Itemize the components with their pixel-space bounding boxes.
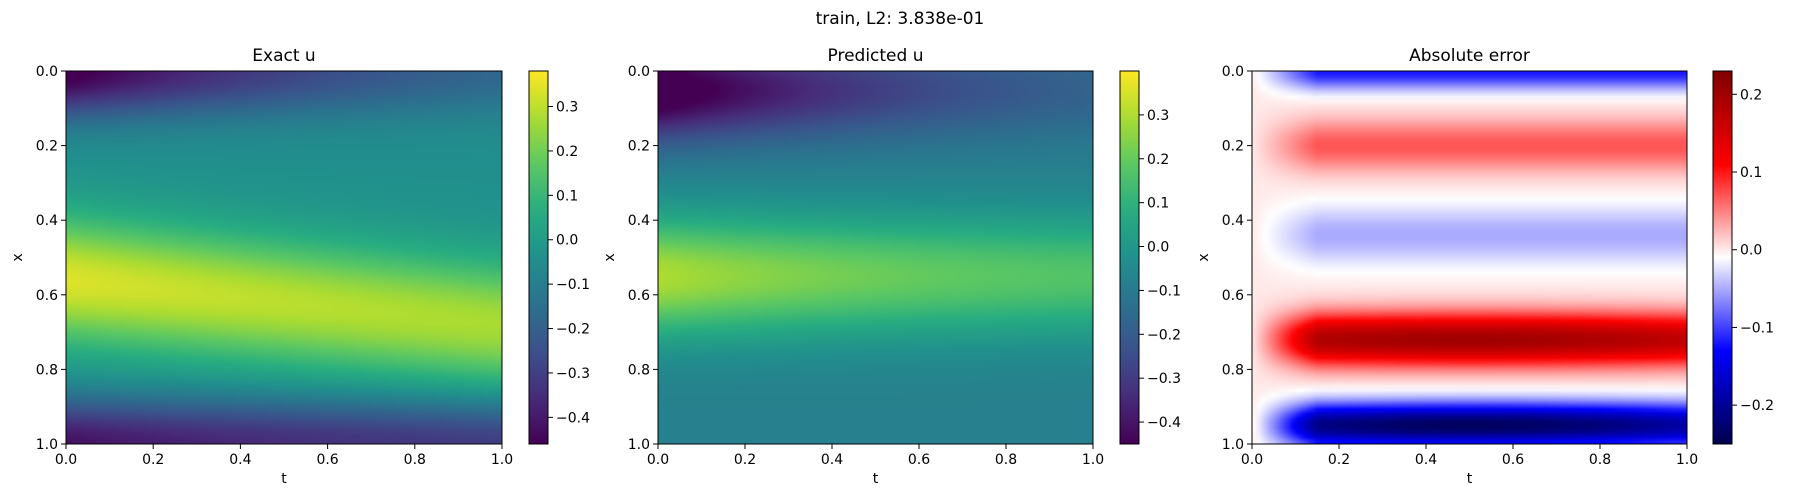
colorbar-tick-label: −0.1 <box>1740 320 1774 336</box>
colorbar-tick-label: −0.3 <box>1147 371 1181 387</box>
y-tick-label: 0.2 <box>1222 139 1244 155</box>
panel-title: Predicted u <box>828 46 924 66</box>
y-tick-label: 0.8 <box>628 362 650 378</box>
x-tick-label: 0.6 <box>316 452 338 468</box>
colorbar-tick-label: −0.3 <box>556 366 590 382</box>
colorbar-tick-label: 0.0 <box>556 233 578 249</box>
x-tick-label: 1.0 <box>1082 452 1104 468</box>
x-tick-label: 0.2 <box>734 452 756 468</box>
colorbar-tick-label: −0.1 <box>556 277 590 293</box>
colorbar <box>1119 70 1140 445</box>
y-tick-label: 0.8 <box>1222 362 1244 378</box>
y-tick-label: 0.6 <box>1222 288 1244 304</box>
x-tick-label: 0.0 <box>1241 452 1263 468</box>
x-tick-label: 0.4 <box>229 452 251 468</box>
y-tick-label: 0.4 <box>1222 213 1244 229</box>
x-tick-label: 1.0 <box>491 452 513 468</box>
colorbar-tick-label: −0.4 <box>1147 415 1181 431</box>
colorbar-tick-label: 0.1 <box>1740 165 1762 181</box>
y-tick-label: 0.0 <box>1222 64 1244 80</box>
heatmap-image <box>66 71 502 444</box>
colorbar-tick-label: −0.2 <box>1147 327 1181 343</box>
colorbar <box>1712 70 1733 445</box>
x-axis-label: t <box>281 471 287 487</box>
y-tick-label: 1.0 <box>36 437 58 453</box>
y-tick-label: 0.4 <box>36 213 58 229</box>
y-tick-label: 0.0 <box>628 64 650 80</box>
y-tick-label: 0.4 <box>628 213 650 229</box>
x-tick-label: 0.4 <box>1415 452 1437 468</box>
panel-title: Absolute error <box>1409 46 1530 66</box>
x-tick-label: 0.2 <box>1328 452 1350 468</box>
colorbar-tick-label: 0.1 <box>556 188 578 204</box>
plot-frame <box>1251 70 1688 445</box>
x-tick-label: 0.6 <box>908 452 930 468</box>
y-tick-label: 1.0 <box>1222 437 1244 453</box>
x-tick-label: 0.2 <box>142 452 164 468</box>
x-tick-label: 0.6 <box>1502 452 1524 468</box>
colorbar <box>528 70 549 445</box>
y-tick-label: 0.2 <box>36 139 58 155</box>
colorbar-tick-label: 0.3 <box>1147 108 1169 124</box>
y-tick-label: 0.6 <box>36 288 58 304</box>
plot-frame <box>65 70 503 445</box>
figure-suptitle: train, L2: 3.838e-01 <box>816 9 985 29</box>
y-tick-label: 0.0 <box>36 64 58 80</box>
y-tick-label: 0.2 <box>628 139 650 155</box>
y-tick-label: 0.8 <box>36 362 58 378</box>
x-tick-label: 0.0 <box>647 452 669 468</box>
colorbar-tick-label: 0.0 <box>1740 243 1762 259</box>
x-axis-label: t <box>873 471 879 487</box>
y-tick-label: 0.6 <box>628 288 650 304</box>
colorbar-tick-label: 0.2 <box>1740 87 1762 103</box>
plot-frame <box>657 70 1094 445</box>
colorbar-tick-label: −0.1 <box>1147 283 1181 299</box>
colorbar-tick-label: −0.2 <box>1740 398 1774 414</box>
colorbar-tick-label: 0.2 <box>1147 152 1169 168</box>
heatmap-image <box>1252 71 1687 444</box>
x-tick-label: 1.0 <box>1676 452 1698 468</box>
x-tick-label: 0.8 <box>404 452 426 468</box>
colorbar-tick-label: 0.0 <box>1147 240 1169 256</box>
panel-1: Exact u0.0 0.2 0.4 0.6 0.8 1.00.00.20.40.60.8… <box>10 46 590 487</box>
panel-2: Predicted u0.0 0.2 0.4 0.6 0.8 1.00.00.20.40.… <box>602 46 1181 487</box>
x-tick-label: 0.8 <box>995 452 1017 468</box>
colorbar-tick-label: −0.4 <box>556 410 590 426</box>
colorbar-tick-label: −0.2 <box>556 322 590 338</box>
heatmap-image <box>658 71 1093 444</box>
x-tick-label: 0.0 <box>55 452 77 468</box>
y-axis-label: x <box>602 253 618 261</box>
panel-title: Exact u <box>252 46 315 66</box>
x-tick-label: 0.8 <box>1589 452 1611 468</box>
colorbar-tick-label: 0.1 <box>1147 196 1169 212</box>
x-axis-label: t <box>1467 471 1473 487</box>
colorbar-tick-label: 0.3 <box>556 100 578 116</box>
y-tick-label: 1.0 <box>628 437 650 453</box>
colorbar-tick-label: 0.2 <box>556 144 578 160</box>
y-axis-label: x <box>1196 253 1212 261</box>
x-tick-label: 0.4 <box>821 452 843 468</box>
y-axis-label: x <box>10 253 26 261</box>
